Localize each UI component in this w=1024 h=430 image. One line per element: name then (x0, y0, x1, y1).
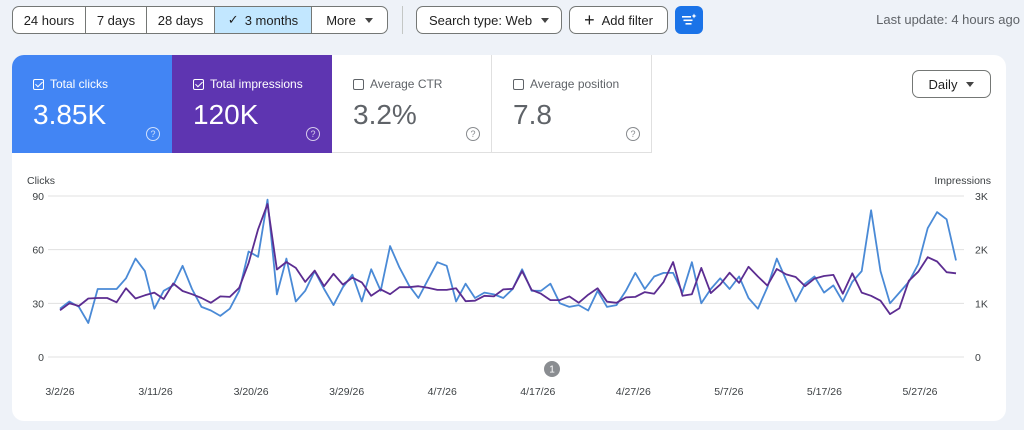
x-axis-tick-label: 4/27/26 (616, 386, 651, 398)
x-axis-tick-label: 3/29/26 (329, 386, 364, 398)
metric-average-position[interactable]: Average position 7.8 ? (492, 55, 652, 153)
y-axis-right-tick-label: 1K (975, 298, 988, 310)
y-axis-left-tick-label: 30 (32, 298, 44, 310)
range-label: 28 days (157, 12, 204, 28)
help-icon[interactable]: ? (146, 127, 160, 141)
x-axis-tick-label: 5/7/26 (714, 386, 743, 398)
filter-sparkle-icon (682, 13, 697, 25)
caret-down-icon (364, 17, 373, 23)
y-axis-right-tick-label: 3K (975, 191, 988, 203)
x-axis-tick-label: 3/20/26 (234, 386, 269, 398)
range-28-days-button[interactable]: 28 days (147, 7, 215, 33)
range-label: 7 days (96, 12, 136, 28)
compare-filter-button[interactable] (675, 6, 703, 34)
x-axis-tick-label: 3/2/26 (45, 386, 74, 398)
checkbox-icon[interactable] (193, 78, 204, 90)
search-type-dropdown[interactable]: Search type: Web (416, 6, 562, 34)
y-axis-left-label: Clicks (27, 175, 55, 187)
performance-card: Total clicks 3.85K ? Total impressions 1… (12, 55, 1006, 421)
checkbox-icon[interactable] (353, 78, 364, 90)
clicks-series-line (59, 198, 957, 324)
granularity-label: Daily (928, 76, 958, 92)
caret-down-icon (966, 81, 975, 87)
metric-label: Average CTR (370, 77, 443, 91)
help-icon[interactable]: ? (306, 127, 320, 141)
metric-value: 3.2% (353, 99, 417, 130)
metric-total-impressions[interactable]: Total impressions 120K ? (172, 55, 332, 153)
range-3-months-button[interactable]: ✓ 3 months (215, 7, 312, 33)
y-axis-right-tick-label: 0 (975, 352, 981, 364)
help-icon[interactable]: ? (466, 127, 480, 141)
metric-value: 3.85K (33, 99, 107, 130)
y-axis-left-tick-label: 60 (32, 245, 44, 257)
metric-average-ctr[interactable]: Average CTR 3.2% ? (332, 55, 492, 153)
checkbox-icon[interactable] (33, 78, 44, 90)
metric-total-clicks[interactable]: Total clicks 3.85K ? (12, 55, 172, 153)
caret-down-icon (541, 17, 550, 23)
range-7-days-button[interactable]: 7 days (86, 7, 147, 33)
range-24-hours-button[interactable]: 24 hours (13, 7, 86, 33)
date-range-selector: 24 hours 7 days 28 days ✓ 3 months More (12, 6, 388, 34)
y-axis-right-tick-label: 2K (975, 245, 988, 257)
checkbox-icon[interactable] (513, 78, 524, 90)
range-label: 24 hours (23, 12, 75, 28)
add-filter-label: Add filter (601, 12, 653, 28)
x-axis-tick-label: 5/17/26 (807, 386, 842, 398)
range-more-dropdown[interactable]: More (312, 7, 387, 33)
x-axis-tick-label: 5/27/26 (902, 386, 937, 398)
last-update-text: Last update: 4 hours ago (876, 12, 1020, 27)
range-label: 3 months (244, 12, 299, 28)
metric-value: 120K (193, 99, 259, 130)
performance-chart: 90 3K 60 2K 30 1K 0 0 Clicks Impressions 3/2/26 3/1… (27, 175, 991, 398)
toolbar-divider (402, 6, 403, 34)
impressions-series-line (59, 203, 957, 316)
help-icon[interactable]: ? (626, 127, 640, 141)
range-label: More (326, 12, 356, 28)
y-axis-left-tick-label: 90 (32, 191, 44, 203)
y-axis-left-tick-label: 0 (38, 352, 44, 364)
plus-icon: + (584, 10, 595, 30)
search-type-label: Search type: Web (428, 12, 533, 28)
annotation-badge-label: 1 (549, 365, 555, 376)
metric-label: Total impressions (210, 77, 303, 91)
granularity-dropdown[interactable]: Daily (912, 70, 991, 98)
x-axis-tick-label: 4/17/26 (520, 386, 555, 398)
metric-label: Total clicks (50, 77, 109, 91)
y-axis-right-label: Impressions (934, 175, 991, 187)
metric-value: 7.8 (513, 99, 552, 130)
metric-label: Average position (530, 77, 620, 91)
x-axis-tick-label: 3/11/26 (138, 386, 172, 398)
checkmark-icon: ✓ (227, 12, 239, 27)
x-axis-tick-label: 4/7/26 (428, 386, 457, 398)
toolbar: 24 hours 7 days 28 days ✓ 3 months More S… (12, 6, 1020, 34)
add-filter-button[interactable]: + Add filter (569, 6, 668, 34)
annotation-badge (544, 361, 560, 377)
